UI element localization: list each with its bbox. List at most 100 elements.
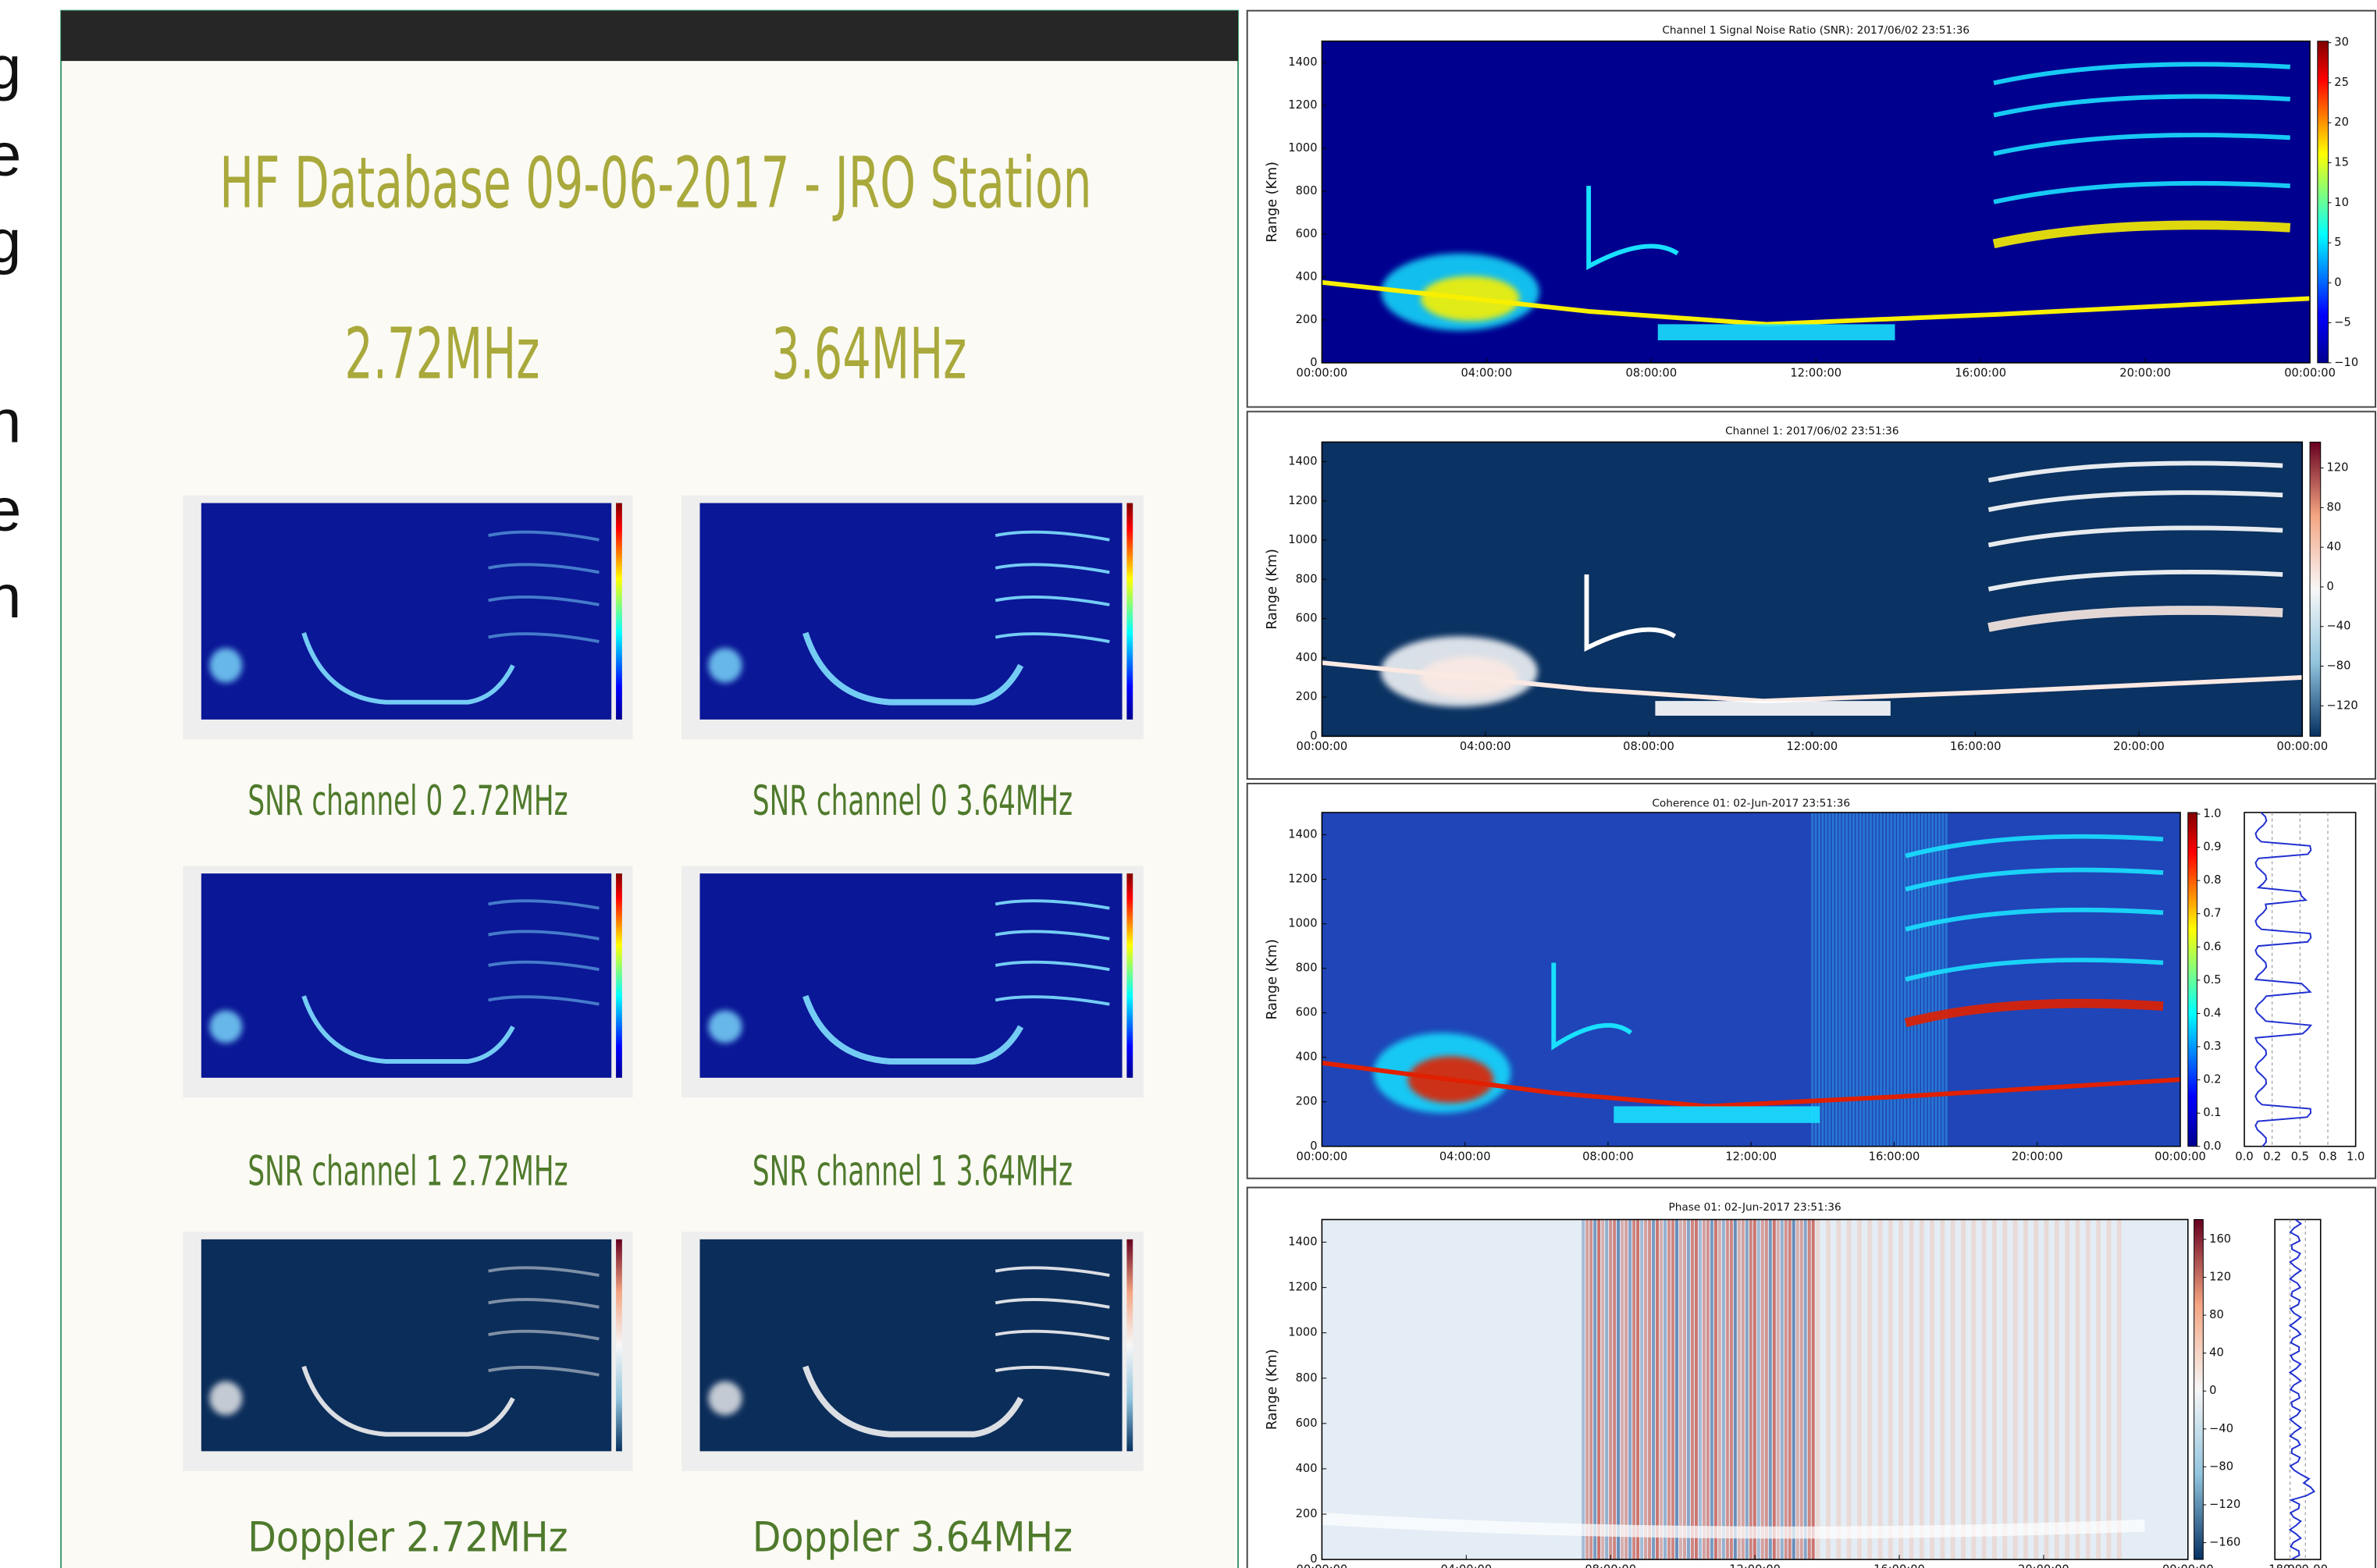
heatmap-texture [1825,812,1827,1147]
plot-panel: Channel 1 Signal Noise Ratio (SNR): 2017… [1247,11,2375,407]
heatmap-texture [1857,1220,1862,1560]
colorbar-tick-label: 120 [2327,461,2349,475]
heatmap-texture [1585,1220,1589,1560]
heatmap-texture [1632,1220,1635,1560]
thumbnail-colorbar [1126,503,1133,720]
x-tick-label: 08:00:00 [1623,740,1674,753]
thumbnail-plot [700,873,1123,1078]
x-tick-label: 00:00:00 [1297,367,1348,380]
heatmap-texture [1699,1220,1702,1560]
x-tick-label: 20:00:00 [2113,740,2165,753]
heatmap-texture [1582,1220,1585,1560]
heatmap-texture [1941,1220,1945,1560]
heatmap-texture [1818,812,1820,1147]
colorbar [2188,812,2197,1147]
y-tick-label: 1400 [1288,828,1317,841]
heatmap-texture [1691,1220,1694,1560]
colorbar-tick-label: 80 [2209,1308,2224,1321]
y-tick-label: 400 [1296,1462,1318,1475]
frequency-label: 3.64MHz [771,314,966,395]
heatmap-texture [1706,1220,1710,1560]
colorbar-tick-label: 20 [2334,116,2349,129]
colorbar-tick-label: −10 [2334,356,2358,369]
heatmap-texture [1703,1220,1706,1560]
heatmap-texture [1982,1220,1987,1560]
y-tick-label: 1400 [1288,1236,1317,1249]
heatmap-texture [1636,1220,1639,1560]
heatmap-feature [1655,701,1890,716]
heatmap-texture [1718,1220,1721,1560]
y-tick-label: 800 [1296,962,1318,975]
heatmap-texture [2076,1220,2080,1560]
thumbnail-colorbar [616,873,622,1078]
page: HF Database {"left_edge_letters": ["g", … [0,0,2377,1568]
thumbnail-colorbar [1126,1239,1133,1451]
y-tick-label: 1200 [1288,873,1317,886]
heatmap-texture [1675,1220,1678,1560]
colorbar-tick-label: −120 [2209,1498,2240,1511]
colorbar-tick-label: 0.3 [2203,1040,2221,1053]
thumbnail-feature [209,648,242,682]
plot-panel: Phase 01: 02-Jun-2017 23:51:361601208040… [1247,1187,2375,1568]
y-tick-label: 600 [1296,1417,1318,1430]
heatmap-texture [1656,1220,1659,1560]
x-tick-label: 16:00:00 [1873,1563,1925,1568]
colorbar-tick-label: 0 [2209,1384,2216,1397]
heatmap-texture [1687,1220,1690,1560]
heatmap-texture [1867,1220,1872,1560]
profile-tick-label: 90 [2313,1563,2328,1568]
heatmap-texture [1742,1220,1745,1560]
x-tick-label: 16:00:00 [1869,1150,1920,1163]
heatmap-texture [1961,1220,1966,1560]
heatmap-texture [1652,1220,1655,1560]
heatmap-texture [1777,1220,1780,1560]
cropped-letter: n [0,562,21,631]
colorbar-tick-label: −80 [2209,1460,2233,1473]
heatmap-texture [1920,1220,1924,1560]
colorbar-tick-label: 0.8 [2203,873,2221,887]
heatmap-texture [1695,1220,1698,1560]
heatmap-texture [1821,812,1824,1147]
heatmap-texture [1726,1220,1729,1560]
x-tick-label: 12:00:00 [1787,740,1838,753]
heatmap-texture [1847,1220,1852,1560]
thumbnail-caption: Doppler 3.64MHz [753,1513,1073,1561]
y-axis-label: Range (Km) [1265,939,1280,1020]
profile-tick-label: −90 [2278,1563,2302,1568]
y-tick-label: 200 [1296,313,1318,326]
cropped-letter: n [0,386,21,455]
x-tick-label: 00:00:00 [1297,1150,1348,1163]
heatmap-texture [1832,812,1834,1147]
heatmap-texture [1845,812,1848,1147]
heatmap-texture [1816,1220,1820,1560]
heatmap-texture [1621,1220,1624,1560]
heatmap-texture [1828,812,1831,1147]
heatmap-texture [1930,1220,1934,1560]
heatmap-texture [1624,1220,1628,1560]
heatmap-texture [1898,1220,1903,1560]
profile-tick-label: 0.0 [2235,1150,2253,1163]
plot-panel: Channel 1: 2017/06/02 23:51:3612080400−4… [1247,411,2375,779]
colorbar-tick-label: 0.2 [2203,1073,2221,1086]
x-tick-label: 08:00:00 [1625,367,1677,380]
colorbar-tick-label: −40 [2209,1422,2233,1435]
plot-panels: Channel 1 Signal Noise Ratio (SNR): 2017… [1247,11,2375,1568]
thumbnail-feature [209,1381,242,1415]
y-tick-label: 800 [1296,572,1318,585]
x-tick-label: 16:00:00 [1955,367,2006,380]
y-tick-label: 400 [1296,651,1318,664]
heatmap-texture [2055,1220,2059,1560]
x-tick-label: 20:00:00 [2119,367,2171,380]
colorbar-tick-label: 0.7 [2203,907,2221,920]
profile-tick-label: 0.2 [2263,1150,2281,1163]
heatmap-texture [1617,1220,1620,1560]
heatmap-texture [1945,812,1948,1147]
heatmap-texture [1628,1220,1632,1560]
x-tick-label: 20:00:00 [2018,1563,2069,1568]
x-tick-label: 12:00:00 [1725,1150,1777,1163]
heatmap-texture [1671,1220,1674,1560]
y-tick-label: 1200 [1288,1281,1317,1294]
colorbar-tick-label: −120 [2327,699,2358,712]
heatmap-texture [2023,1220,2028,1560]
colorbar-tick-label: 1.0 [2203,807,2221,820]
